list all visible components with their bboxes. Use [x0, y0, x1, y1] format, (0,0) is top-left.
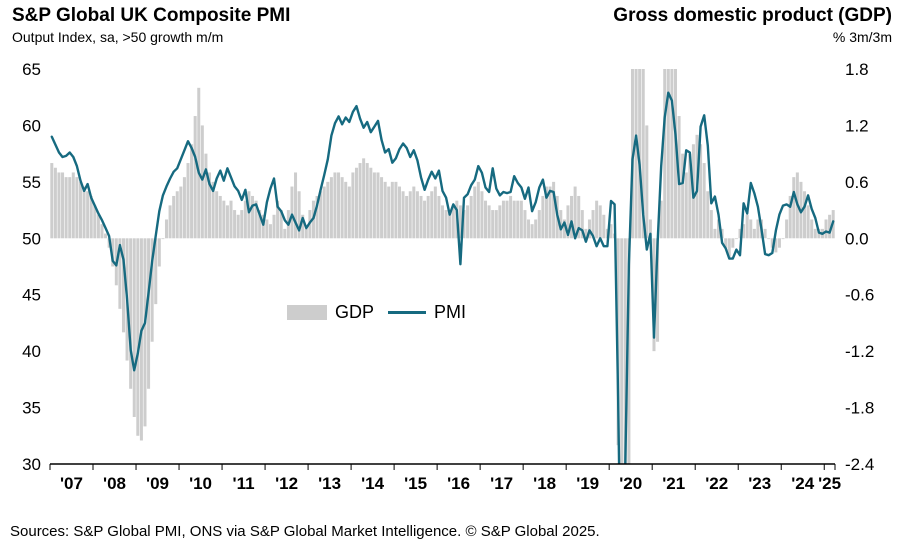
svg-text:-2.4: -2.4: [845, 455, 874, 474]
svg-text:'25: '25: [818, 474, 841, 493]
svg-text:'24: '24: [791, 474, 814, 493]
chart-header: S&P Global UK Composite PMI Output Index…: [12, 5, 892, 46]
svg-text:-1.8: -1.8: [845, 399, 874, 418]
svg-text:'16: '16: [447, 474, 470, 493]
svg-text:0.0: 0.0: [845, 229, 869, 248]
svg-text:35: 35: [22, 399, 41, 418]
svg-text:30: 30: [22, 455, 41, 474]
svg-text:45: 45: [22, 286, 41, 305]
left-axis-title: S&P Global UK Composite PMI: [12, 5, 291, 26]
right-title-block: Gross domestic product (GDP) % 3m/3m: [613, 5, 892, 46]
svg-text:'18: '18: [533, 474, 556, 493]
chart-canvas: 30 35 40 45 50 55 60 65 -2.4 -1.8 -1.2 -0.6 0.0 0.6 1.…: [22, 60, 874, 493]
svg-text:'17: '17: [490, 474, 513, 493]
svg-text:'21: '21: [662, 474, 685, 493]
right-axis-subtitle: % 3m/3m: [832, 29, 892, 45]
svg-text:1.2: 1.2: [845, 116, 869, 135]
svg-text:55: 55: [22, 173, 41, 192]
legend-label-pmi: PMI: [434, 302, 467, 322]
left-title-block: S&P Global UK Composite PMI Output Index…: [12, 5, 290, 46]
svg-text:'07: '07: [60, 474, 83, 493]
right-axis-title: Gross domestic product (GDP): [613, 5, 892, 26]
svg-text:'09: '09: [146, 474, 169, 493]
svg-text:'22: '22: [705, 474, 728, 493]
legend-item-gdp: GDP: [287, 302, 374, 323]
pmi-line-icon: [388, 311, 427, 314]
svg-text:-0.6: -0.6: [845, 286, 874, 305]
source-note: Sources: S&P Global PMI, ONS via S&P Glo…: [10, 523, 600, 540]
chart-legend: GDP PMI: [287, 302, 466, 323]
svg-text:'08: '08: [103, 474, 126, 493]
gdp-swatch-icon: [287, 305, 327, 320]
svg-text:40: 40: [22, 342, 41, 361]
svg-text:'20: '20: [619, 474, 642, 493]
svg-text:'11: '11: [233, 474, 255, 493]
svg-text:60: 60: [22, 116, 41, 135]
legend-label-gdp: GDP: [335, 302, 375, 322]
svg-text:65: 65: [22, 60, 41, 79]
svg-text:'14: '14: [361, 474, 384, 493]
svg-text:'19: '19: [576, 474, 599, 493]
svg-text:1.8: 1.8: [845, 60, 869, 79]
svg-text:'23: '23: [748, 474, 771, 493]
svg-text:-1.2: -1.2: [845, 342, 874, 361]
legend-item-pmi: PMI: [388, 302, 466, 323]
svg-text:'13: '13: [318, 474, 341, 493]
svg-text:'15: '15: [404, 474, 427, 493]
left-axis-subtitle: Output Index, sa, >50 growth m/m: [12, 29, 224, 45]
svg-text:'10: '10: [189, 474, 212, 493]
svg-text:'12: '12: [275, 474, 298, 493]
svg-text:0.6: 0.6: [845, 173, 869, 192]
svg-text:50: 50: [22, 229, 41, 248]
